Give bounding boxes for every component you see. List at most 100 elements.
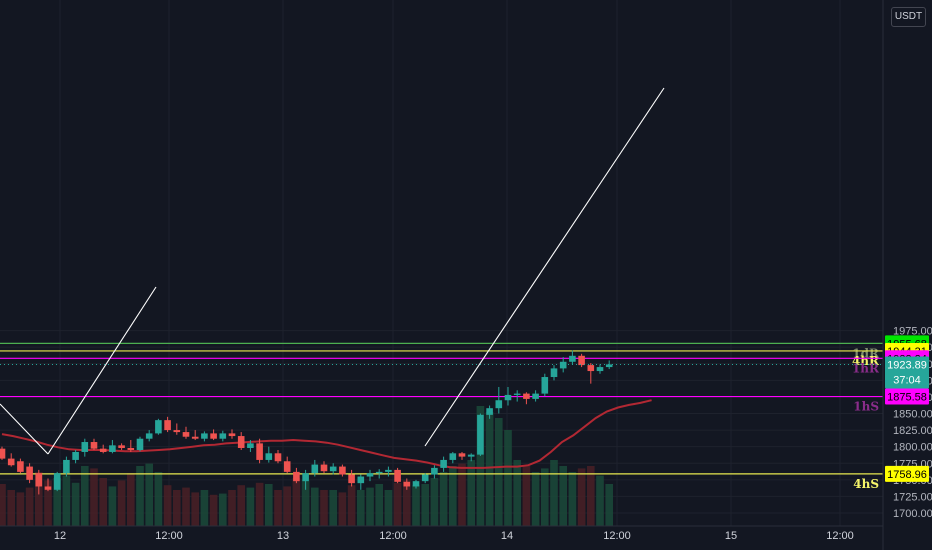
- candle-body: [596, 367, 604, 372]
- candle-body: [7, 458, 15, 466]
- candle-body: [532, 393, 539, 399]
- candle-body: [569, 355, 576, 362]
- volume-bar: [209, 494, 218, 526]
- candle-body: [0, 448, 6, 459]
- volume-bar: [504, 430, 512, 526]
- x-tick-label: 14: [501, 530, 513, 542]
- x-tick-label: 12: [54, 530, 66, 542]
- volume-bar: [605, 484, 613, 526]
- candle-body: [523, 393, 530, 399]
- volume-bar: [375, 484, 383, 526]
- level-tag-1hS: 1875.58: [887, 392, 927, 404]
- candle-body: [256, 443, 263, 460]
- volume-bars: [0, 406, 613, 526]
- candle-body: [228, 433, 236, 437]
- candle-body: [173, 430, 181, 433]
- trendline-1[interactable]: [0, 403, 49, 455]
- candle-body: [477, 414, 484, 455]
- candle-body: [449, 453, 457, 460]
- candle-body: [136, 438, 144, 450]
- volume-bar: [108, 486, 117, 526]
- candle-body: [44, 486, 52, 490]
- volume-bar: [16, 492, 25, 526]
- y-tick-label: 1825.00: [893, 425, 932, 437]
- volume-bar: [53, 478, 61, 526]
- volume-bar: [320, 490, 328, 526]
- level-tag-bg-1hS: [885, 388, 929, 405]
- trendline-3[interactable]: [424, 87, 665, 447]
- candle-body: [394, 469, 401, 482]
- level-tag-bg-4hS: [885, 465, 929, 482]
- candle-body: [302, 473, 309, 482]
- volume-bar: [531, 472, 540, 526]
- candle-body: [504, 394, 512, 401]
- volume-bar: [522, 466, 531, 526]
- volume-bar: [117, 480, 126, 526]
- volume-bar: [274, 490, 282, 526]
- candle-body: [329, 466, 337, 472]
- candle-body: [541, 377, 549, 394]
- volume-bar: [403, 480, 411, 526]
- y-tick-label: 1700.00: [893, 508, 932, 520]
- volume-bar: [99, 478, 107, 526]
- candle-body: [201, 433, 208, 439]
- candle-body: [605, 364, 613, 368]
- time-axis[interactable]: 12 12:00 13 12:00 14 12:00 15 12:00: [0, 525, 883, 542]
- x-tick-label: 12:00: [379, 530, 407, 542]
- volume-bar: [393, 482, 402, 526]
- y-tick-label: 1975.00: [893, 326, 932, 338]
- volume-bar: [228, 490, 236, 526]
- candle-body: [311, 464, 319, 474]
- volume-bar: [458, 463, 466, 526]
- volume-bar: [200, 490, 209, 526]
- volume-bar: [173, 490, 181, 526]
- currency-button[interactable]: USDT: [891, 7, 926, 27]
- last-price-tag: 1923.89: [887, 359, 927, 371]
- candle-body: [237, 436, 245, 448]
- volume-bar: [412, 485, 420, 526]
- y-tick-label: 1800.00: [893, 442, 932, 454]
- volume-bar: [246, 487, 255, 526]
- x-tick-label: 15: [725, 530, 737, 542]
- candle-body: [486, 408, 493, 415]
- candle-body: [366, 473, 374, 477]
- volume-bar: [25, 487, 34, 526]
- candle-body: [431, 467, 438, 475]
- volume-bar: [81, 466, 89, 526]
- candle-body: [247, 443, 254, 448]
- volume-bar: [467, 460, 475, 526]
- volume-bar: [301, 480, 310, 526]
- volume-bar: [366, 487, 374, 526]
- level-name-1hR: 1hR: [852, 361, 880, 375]
- candle-body: [17, 461, 24, 472]
- volume-bar: [541, 468, 549, 526]
- candle-body: [357, 476, 365, 484]
- level-name-4hR: 4hR: [852, 354, 880, 368]
- volume-bar: [255, 482, 264, 526]
- volume-bar: [292, 478, 301, 526]
- volume-bar: [283, 486, 291, 526]
- candle-body: [587, 365, 595, 372]
- trendline-2[interactable]: [47, 286, 157, 455]
- candle-body: [421, 474, 429, 482]
- volume-bar: [182, 487, 190, 526]
- candle-body: [182, 432, 190, 437]
- candle-body: [109, 445, 116, 452]
- volume-bar: [145, 463, 153, 526]
- volume-bar: [136, 466, 144, 526]
- volume-bar: [127, 473, 135, 526]
- countdown-timer: 37:04: [893, 374, 921, 386]
- candle-body: [191, 436, 199, 439]
- candle-body: [440, 459, 447, 468]
- volume-bar: [495, 418, 503, 526]
- volume-bar: [71, 482, 80, 526]
- level-name-4hS: 4hS: [853, 477, 879, 491]
- x-tick-label: 12:00: [826, 530, 854, 542]
- volume-bar: [577, 468, 586, 526]
- candle-body: [81, 442, 89, 452]
- volume-bar: [311, 487, 319, 526]
- candle-body: [385, 469, 392, 472]
